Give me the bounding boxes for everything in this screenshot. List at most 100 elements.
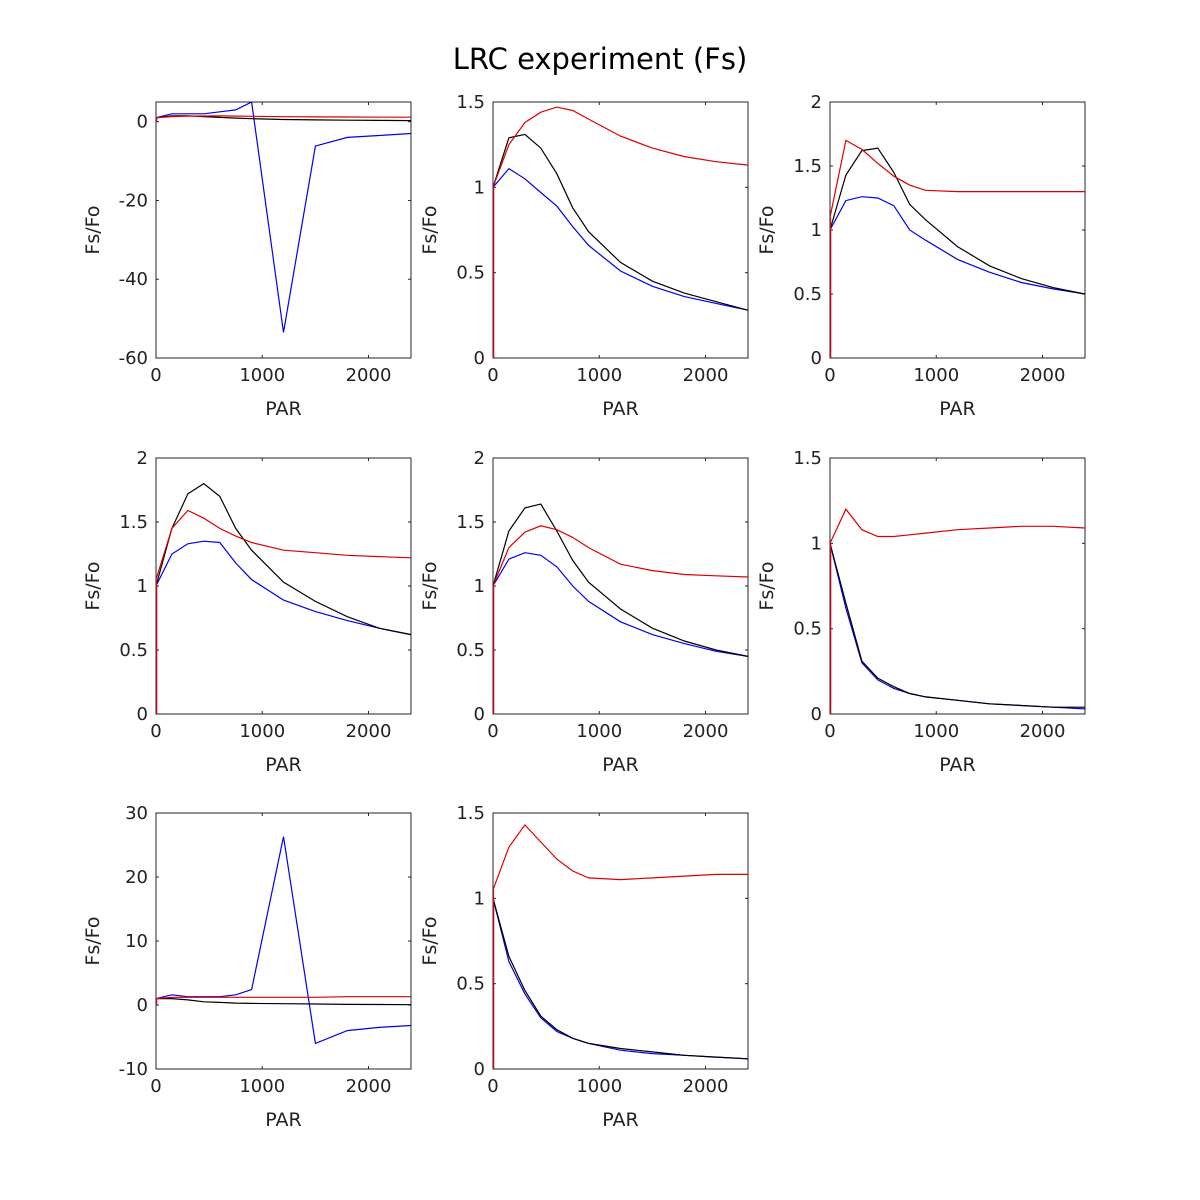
y-tick-label: 1 [474,177,485,198]
plot-area-frame [492,101,749,359]
x-tick-label: 2000 [683,721,729,742]
series-line-1 [156,836,411,1045]
y-tick-label: 0.5 [456,974,485,995]
y-tick-label: 2 [474,448,485,469]
y-tick-label: -40 [119,269,148,290]
y-axis-label: Fs/Fo [756,561,778,610]
x-tick-label: 0 [487,1076,498,1097]
series-line-2 [493,503,748,657]
y-tick-label: 0.5 [119,640,148,661]
x-tick-label: 0 [150,1076,161,1097]
series-line-3 [156,115,411,119]
series-line-3 [156,509,411,580]
y-tick-label: 1.5 [793,448,822,469]
y-axis-label: Fs/Fo [419,916,441,965]
x-axis-label: PAR [939,754,975,776]
y-tick-label: 0 [474,1059,485,1080]
y-tick-label: 0 [811,704,822,725]
x-tick-label: 2000 [346,721,392,742]
x-tick-label: 1000 [239,365,285,386]
y-tick-label: 1 [474,576,485,597]
series-line-2 [156,997,411,1006]
y-tick-label: -20 [119,190,148,211]
figure-title: LRC experiment (Fs) [452,42,748,76]
plot-area-frame [155,812,412,1070]
plot-area-frame [829,101,1086,359]
y-tick-label: 1 [811,533,822,554]
series-line-2 [830,543,1085,708]
subplot-8: 0 1000 2000 0 0.5 1 1.5 PAR Fs/Fo [419,803,749,1131]
x-axis-label: PAR [602,398,638,420]
series-line-2 [830,147,1085,295]
series-line-1 [493,167,748,311]
x-tick-label: 2000 [346,365,392,386]
series-line-3 [830,508,1085,544]
y-tick-label: 0 [137,995,148,1016]
y-tick-label: 1.5 [793,156,822,177]
plot-area-frame [155,457,412,715]
series-line-3 [493,823,748,891]
x-axis-label: PAR [265,754,301,776]
series-line-3 [830,139,1085,218]
series-line-2 [493,133,748,311]
y-tick-label: -10 [119,1059,148,1080]
x-tick-label: 0 [824,365,835,386]
x-axis-label: PAR [939,398,975,420]
y-tick-label: 2 [137,448,148,469]
y-axis-label: Fs/Fo [82,205,104,254]
y-tick-label: 0 [474,704,485,725]
plot-area-frame [829,457,1086,715]
x-tick-label: 2000 [1020,365,1066,386]
y-axis-label: Fs/Fo [82,561,104,610]
series-line-3 [493,106,748,188]
x-tick-label: 2000 [683,365,729,386]
subplot-6: 0 1000 2000 0 0.5 1 1.5 PAR Fs/Fo [756,448,1086,776]
x-tick-label: 0 [824,721,835,742]
y-tick-label: 0 [137,112,148,133]
y-tick-label: 10 [125,931,148,952]
series-line-2 [493,898,748,1060]
x-tick-label: 1000 [239,1076,285,1097]
plot-area-frame [492,812,749,1070]
y-tick-label: 0 [811,348,822,369]
series-line-1 [493,552,748,657]
series-line-1 [830,196,1085,295]
x-tick-label: 1000 [913,721,959,742]
y-axis-label: Fs/Fo [756,205,778,254]
y-tick-label: 30 [125,803,148,824]
y-tick-label: 20 [125,867,148,888]
x-tick-label: 0 [487,365,498,386]
series-line-3 [493,525,748,587]
x-tick-label: 2000 [683,1076,729,1097]
plot-area-frame [155,101,412,359]
y-axis-label: Fs/Fo [419,205,441,254]
y-tick-label: 1 [474,888,485,909]
x-tick-label: 0 [150,365,161,386]
x-tick-label: 2000 [1020,721,1066,742]
y-tick-label: 0 [474,348,485,369]
y-axis-label: Fs/Fo [419,561,441,610]
y-axis-label: Fs/Fo [82,916,104,965]
x-axis-label: PAR [602,1109,638,1131]
x-tick-label: 2000 [346,1076,392,1097]
x-tick-label: 1000 [576,1076,622,1097]
subplot-1: 0 1000 2000 -60 -40 -20 0 PAR Fs/Fo [82,101,412,420]
y-tick-label: 0.5 [456,263,485,284]
y-tick-label: 1 [137,576,148,597]
x-tick-label: 1000 [576,365,622,386]
x-axis-label: PAR [265,1109,301,1131]
y-tick-label: 1.5 [456,803,485,824]
y-tick-label: 0 [137,704,148,725]
x-tick-label: 0 [150,721,161,742]
x-tick-label: 0 [487,721,498,742]
y-tick-label: -60 [119,348,148,369]
y-tick-label: 0.5 [793,284,822,305]
series-line-1 [156,102,411,333]
x-tick-label: 1000 [913,365,959,386]
y-tick-label: 1.5 [456,92,485,113]
x-axis-label: PAR [265,398,301,420]
subplot-2: 0 1000 2000 0 0.5 1 1.5 PAR Fs/Fo [419,92,749,420]
y-tick-label: 1 [811,220,822,241]
